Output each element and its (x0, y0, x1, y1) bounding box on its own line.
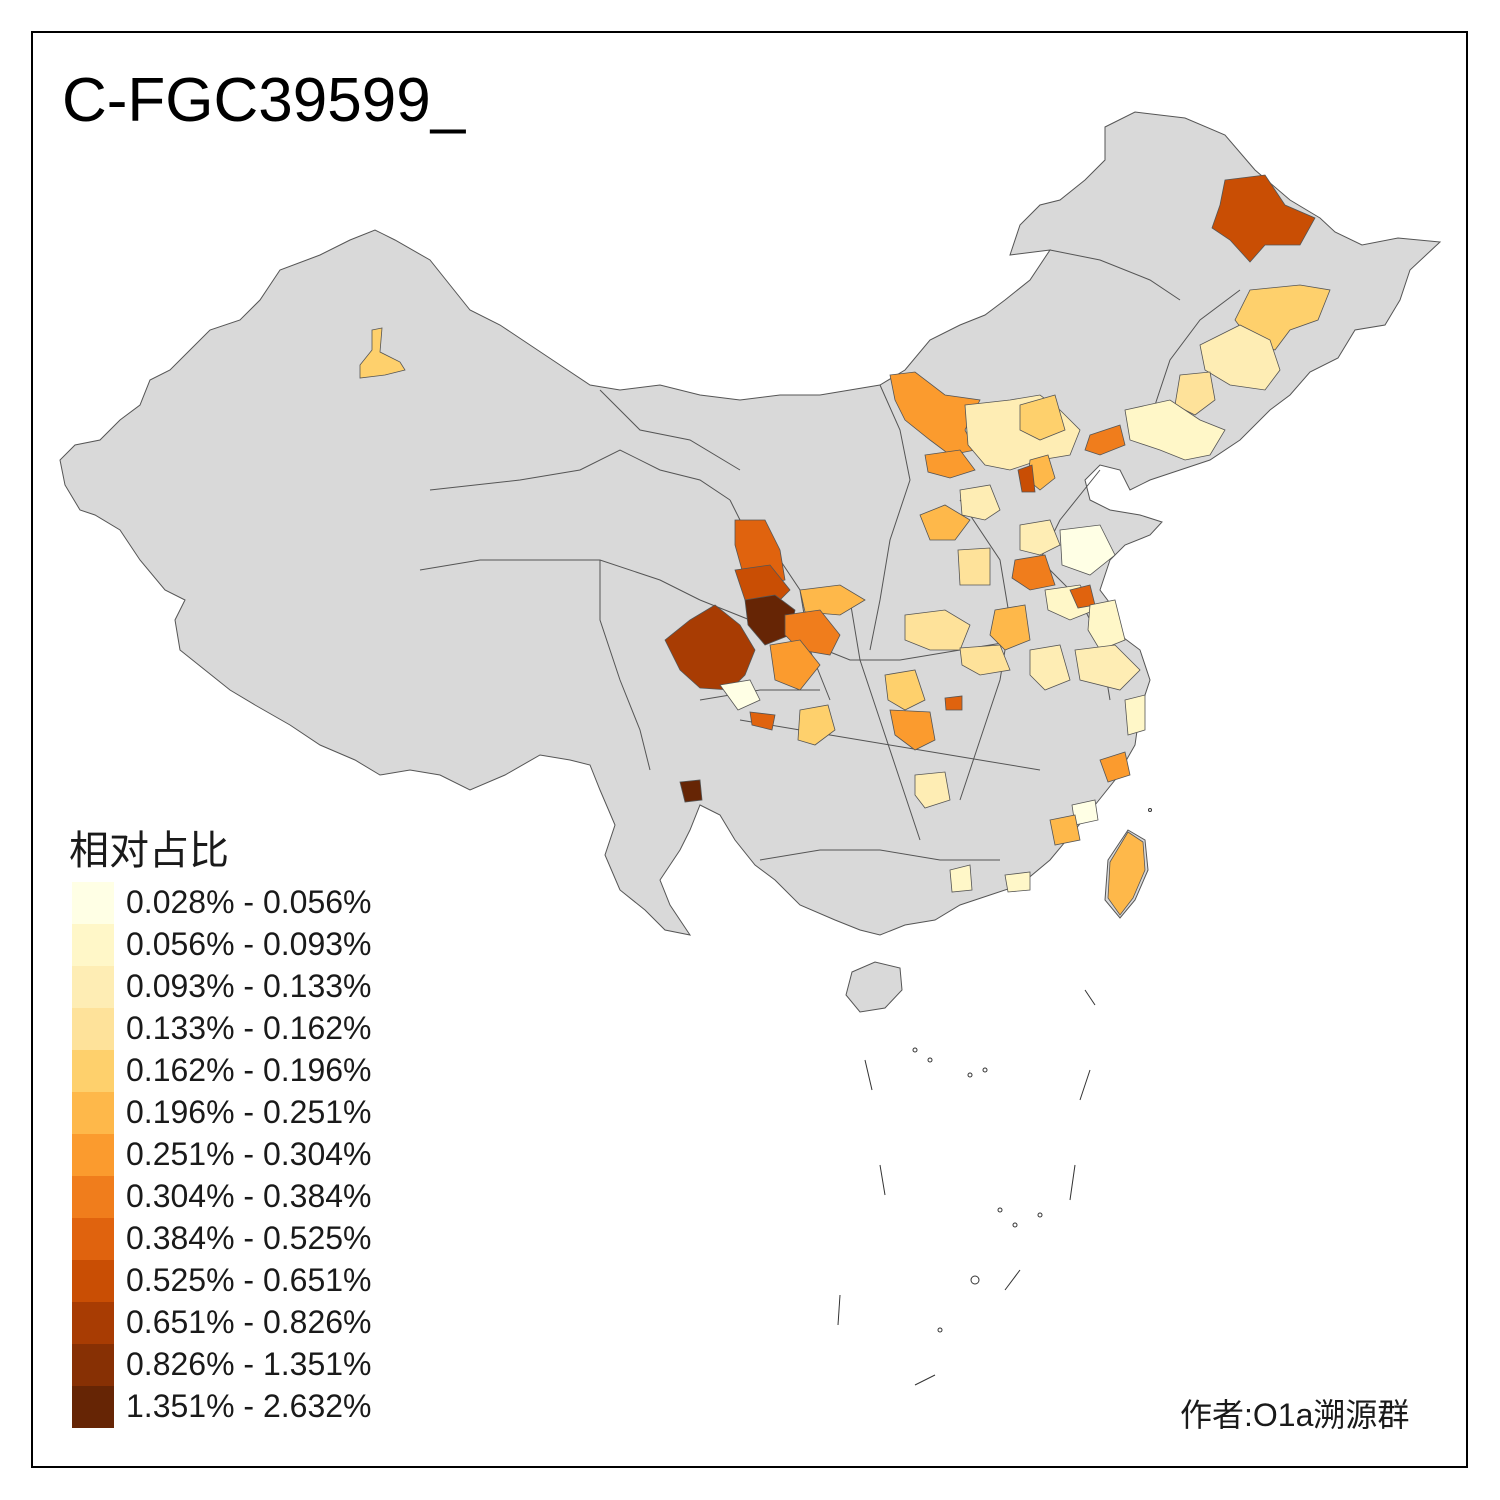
region-yunnan-southwest (679, 779, 703, 803)
region-sichuan-west (719, 679, 761, 711)
region-henan-south (959, 644, 1011, 676)
legend-label: 0.056% - 0.093% (126, 926, 372, 962)
legend-label: 0.826% - 1.351% (126, 1346, 372, 1382)
region-liaoning-central (1124, 399, 1226, 461)
legend-label: 1.351% - 2.632% (126, 1388, 372, 1424)
region-guangdong-west (949, 864, 973, 893)
region-hunan-south (914, 771, 951, 809)
south-sea-islands (837, 808, 1152, 1386)
region-xinjiang-urumqi (359, 327, 406, 379)
region-gansu-longnan (734, 564, 791, 606)
author-credit: 作者:O1a溯源群 (1180, 1397, 1410, 1433)
legend-label: 0.133% - 0.162% (126, 1010, 372, 1046)
legend-swatch (72, 924, 114, 966)
legend-swatch (72, 1218, 114, 1260)
region-shandong-central (1019, 519, 1061, 556)
legend-label: 0.093% - 0.133% (126, 968, 372, 1004)
island-hainan (845, 961, 903, 1013)
region-shanxi-south (919, 504, 971, 541)
legend-swatch (72, 1092, 114, 1134)
region-hunan-north (889, 709, 936, 751)
legend-swatch (72, 1050, 114, 1092)
region-jiangsu-south (1074, 644, 1141, 691)
legend-swatch (72, 1260, 114, 1302)
region-henan-east (989, 604, 1031, 651)
legend-swatch (72, 1386, 114, 1428)
region-anhui-south (1124, 694, 1146, 736)
legend-label: 0.196% - 0.251% (126, 1094, 372, 1130)
shaded-regions (359, 174, 1331, 916)
region-guangdong-east (1004, 871, 1031, 893)
region-hubei-west (884, 669, 926, 711)
region-shandong-west (1011, 554, 1056, 591)
region-shaanxi-hanzhong (799, 584, 866, 616)
legend-label: 0.251% - 0.304% (126, 1136, 372, 1172)
region-sichuan-aba (664, 604, 756, 691)
legend-label: 0.162% - 0.196% (126, 1052, 372, 1088)
legend-label: 0.525% - 0.651% (126, 1262, 372, 1298)
map-frame (31, 31, 1468, 1468)
legend-swatch (72, 1176, 114, 1218)
region-hebei-east (1019, 394, 1066, 441)
legend-swatch (72, 1344, 114, 1386)
legend-swatch (72, 966, 114, 1008)
region-anhui-north (1029, 644, 1071, 691)
map-title: C-FGC39599_ (62, 66, 466, 135)
region-taiwan (1107, 831, 1146, 916)
legend-swatch (72, 1134, 114, 1176)
legend-swatch (72, 1302, 114, 1344)
legend-label: 0.028% - 0.056% (126, 884, 372, 920)
region-fujian-south (1049, 814, 1081, 846)
legend-label: 0.304% - 0.384% (126, 1178, 372, 1214)
region-zhejiang (1099, 751, 1131, 783)
legend-label: 0.384% - 0.525% (126, 1220, 372, 1256)
region-shandong-east (1059, 524, 1116, 576)
region-tianjin (1017, 464, 1036, 493)
legend-label: 0.651% - 0.826% (126, 1304, 372, 1340)
region-shanxi-central (959, 484, 1001, 521)
region-shanxi-north (924, 449, 976, 479)
legend-title: 相对占比 (69, 829, 229, 873)
region-heilongjiang-northeast (1211, 174, 1316, 263)
legend-swatch (72, 882, 114, 924)
legend-swatch (72, 1008, 114, 1050)
region-sichuan-panzhihua (749, 711, 776, 731)
region-sichuan-south (769, 639, 821, 691)
region-liaoning-west (1084, 424, 1126, 456)
region-liaoning-north (1174, 371, 1216, 416)
region-hebei-south (957, 547, 991, 586)
region-guizhou-north (797, 704, 836, 746)
region-hubei-wuhan (944, 695, 963, 711)
